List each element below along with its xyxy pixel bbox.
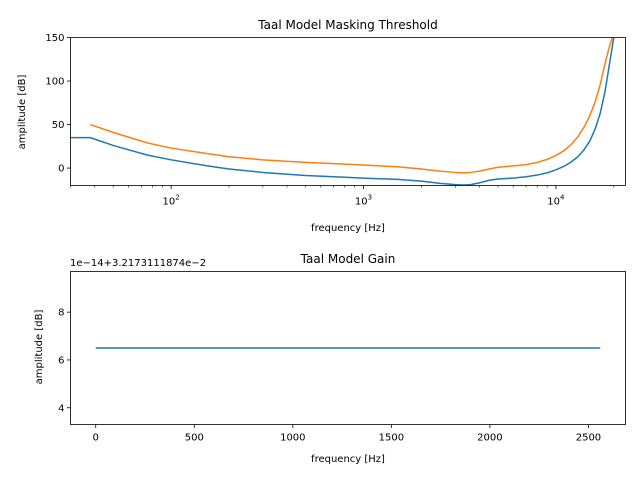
top-series-1-line — [70, 37, 615, 186]
bottom-y-tick-label: 6 — [58, 355, 64, 366]
bottom-offset-text: 1e−14+3.2173111874e−2 — [70, 258, 206, 269]
top-y-tick-label: 50 — [52, 120, 65, 131]
bottom-x-tick-label: 2500 — [576, 433, 601, 444]
top-x-tick-label: 103 — [355, 194, 372, 208]
bottom-x-tick-label: 500 — [185, 433, 204, 444]
top-y-tick-label: 150 — [45, 33, 64, 44]
bottom-chart-title: Taal Model Gain — [300, 252, 396, 266]
bottom-y-axis-label: amplitude [dB] — [34, 310, 45, 385]
bottom-ticks: 0 500 1000 1500 2000 2500 4 6 8 — [58, 308, 601, 444]
bottom-y-tick-label: 8 — [58, 308, 64, 319]
top-subplot: Taal Model Masking Threshold 102 103 104 0 5… — [17, 18, 626, 234]
bottom-subplot: Taal Model Gain 1e−14+3.2173111874e−2 0 5… — [34, 252, 626, 465]
top-y-tick-label: 0 — [58, 164, 64, 175]
top-plot-frame — [70, 37, 626, 186]
bottom-x-tick-label: 1500 — [379, 433, 404, 444]
top-x-tick-label: 102 — [163, 194, 180, 208]
top-ticks: 102 103 104 0 50 100 150 — [45, 33, 615, 208]
top-chart-title: Taal Model Masking Threshold — [257, 18, 437, 32]
top-y-tick-label: 100 — [45, 77, 64, 88]
bottom-x-tick-label: 0 — [93, 433, 99, 444]
top-y-axis-label: amplitude [dB] — [17, 75, 28, 150]
top-series-2-line — [90, 37, 614, 174]
top-x-tick-label: 104 — [547, 194, 565, 208]
bottom-x-tick-label: 2000 — [477, 433, 502, 444]
top-plot-lines — [70, 37, 615, 186]
bottom-x-axis-label: frequency [Hz] — [311, 454, 385, 465]
bottom-x-tick-label: 1000 — [280, 433, 305, 444]
top-x-axis-label: frequency [Hz] — [311, 223, 385, 234]
bottom-plot-frame — [70, 271, 626, 425]
bottom-y-tick-label: 4 — [58, 403, 64, 414]
